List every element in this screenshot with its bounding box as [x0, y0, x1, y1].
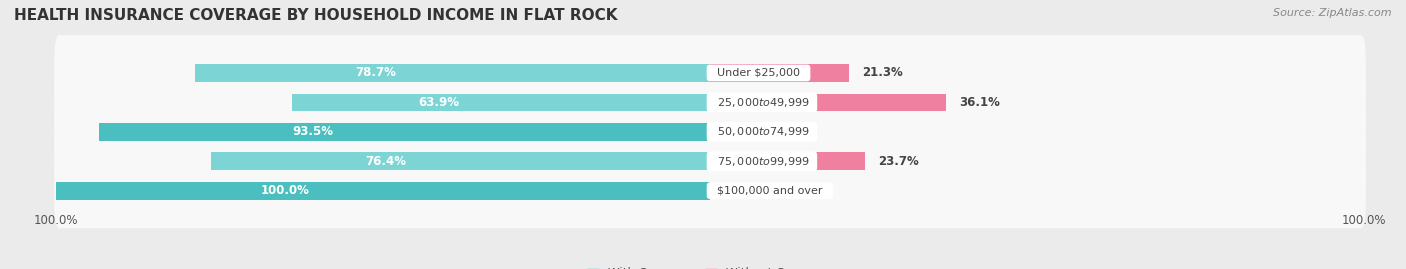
Text: $50,000 to $74,999: $50,000 to $74,999	[710, 125, 814, 138]
Text: HEALTH INSURANCE COVERAGE BY HOUSEHOLD INCOME IN FLAT ROCK: HEALTH INSURANCE COVERAGE BY HOUSEHOLD I…	[14, 8, 617, 23]
Text: 6.5%: 6.5%	[766, 125, 799, 138]
Bar	[56, 182, 710, 200]
Bar	[292, 94, 710, 111]
FancyBboxPatch shape	[55, 123, 1365, 199]
FancyBboxPatch shape	[55, 65, 1365, 140]
Text: $75,000 to $99,999: $75,000 to $99,999	[710, 155, 814, 168]
Text: 76.4%: 76.4%	[366, 155, 406, 168]
Text: 36.1%: 36.1%	[959, 96, 1000, 109]
Legend: With Coverage, Without Coverage: With Coverage, Without Coverage	[582, 263, 838, 269]
Text: 23.7%: 23.7%	[879, 155, 918, 168]
Bar	[710, 153, 865, 170]
Text: 100.0%: 100.0%	[260, 184, 309, 197]
Text: $25,000 to $49,999: $25,000 to $49,999	[710, 96, 814, 109]
Bar	[195, 64, 710, 82]
Text: Under $25,000: Under $25,000	[710, 68, 807, 78]
Bar	[710, 123, 752, 141]
Text: 21.3%: 21.3%	[862, 66, 903, 79]
Bar	[211, 153, 710, 170]
Text: 93.5%: 93.5%	[292, 125, 333, 138]
Text: 78.7%: 78.7%	[356, 66, 396, 79]
Bar	[98, 123, 710, 141]
Bar	[710, 94, 946, 111]
Text: 63.9%: 63.9%	[418, 96, 458, 109]
Bar	[710, 64, 849, 82]
Text: 0.0%: 0.0%	[723, 184, 756, 197]
FancyBboxPatch shape	[55, 94, 1365, 169]
Text: $100,000 and over: $100,000 and over	[710, 186, 830, 196]
FancyBboxPatch shape	[55, 35, 1365, 111]
Text: Source: ZipAtlas.com: Source: ZipAtlas.com	[1274, 8, 1392, 18]
FancyBboxPatch shape	[55, 153, 1365, 228]
